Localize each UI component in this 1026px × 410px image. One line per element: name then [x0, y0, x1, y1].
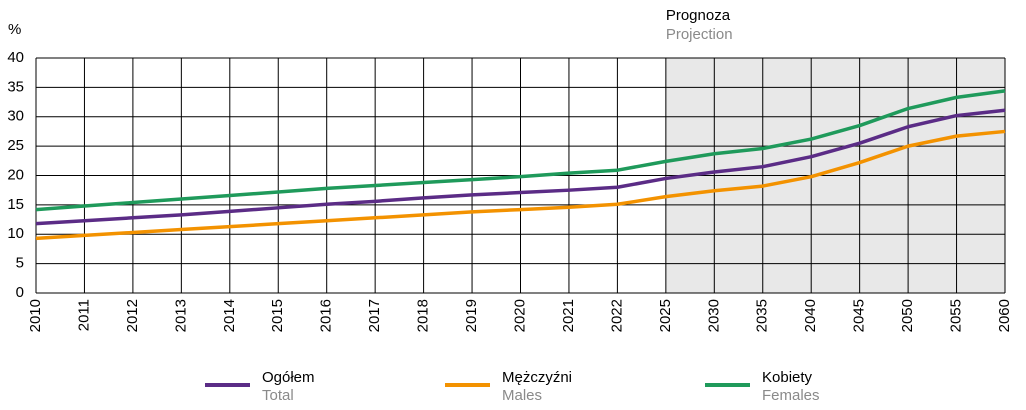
- x-tick-label: 2014: [221, 299, 238, 332]
- x-tick-label: 2020: [511, 299, 528, 332]
- x-tick-label: 2018: [415, 299, 432, 332]
- x-tick-label: 2013: [172, 299, 189, 332]
- data-line: [35, 89, 1006, 212]
- data-line: [35, 108, 1006, 226]
- x-tick-label: 2040: [802, 299, 819, 332]
- data-line: [35, 129, 1006, 241]
- y-axis-label: %: [8, 21, 21, 38]
- x-tick-label: 2021: [560, 299, 577, 332]
- x-tick-label: 2016: [318, 299, 335, 332]
- y-tick-label: 30: [7, 108, 24, 125]
- x-tick-label: 2035: [754, 299, 771, 332]
- x-tick-label: 2060: [996, 299, 1013, 332]
- y-tick-label: 5: [16, 255, 24, 272]
- legend-label-en: Males: [502, 387, 542, 404]
- x-tick-label: 2045: [851, 299, 868, 332]
- y-tick-label: 0: [16, 284, 24, 301]
- x-tick-label: 2012: [124, 299, 141, 332]
- projection-label-en: Projection: [666, 26, 733, 43]
- x-tick-label: 2019: [463, 299, 480, 332]
- x-tick-label: 2011: [75, 299, 92, 331]
- y-tick-label: 40: [7, 49, 24, 66]
- x-tick-label: 2017: [366, 299, 383, 332]
- x-tick-label: 2030: [705, 299, 722, 332]
- x-tick-label: 2055: [948, 299, 965, 332]
- y-tick-label: 15: [7, 196, 24, 213]
- y-tick-label: 25: [7, 137, 24, 154]
- y-tick-label: 10: [7, 225, 24, 242]
- x-tick-label: 2022: [608, 299, 625, 332]
- x-tick-label: 2050: [899, 299, 916, 332]
- projection-label: Prognoza: [666, 7, 731, 24]
- legend-label-en: Total: [262, 387, 294, 404]
- legend-label-en: Females: [762, 387, 820, 404]
- legend-label: Kobiety: [762, 369, 813, 386]
- y-tick-label: 35: [7, 78, 24, 95]
- y-tick-label: 20: [7, 166, 24, 183]
- legend-label: Ogółem: [262, 369, 315, 386]
- legend-label: Mężczyźni: [502, 369, 572, 386]
- x-tick-label: 2010: [27, 299, 44, 332]
- x-tick-label: 2015: [269, 299, 286, 332]
- x-tick-label: 2025: [657, 299, 674, 332]
